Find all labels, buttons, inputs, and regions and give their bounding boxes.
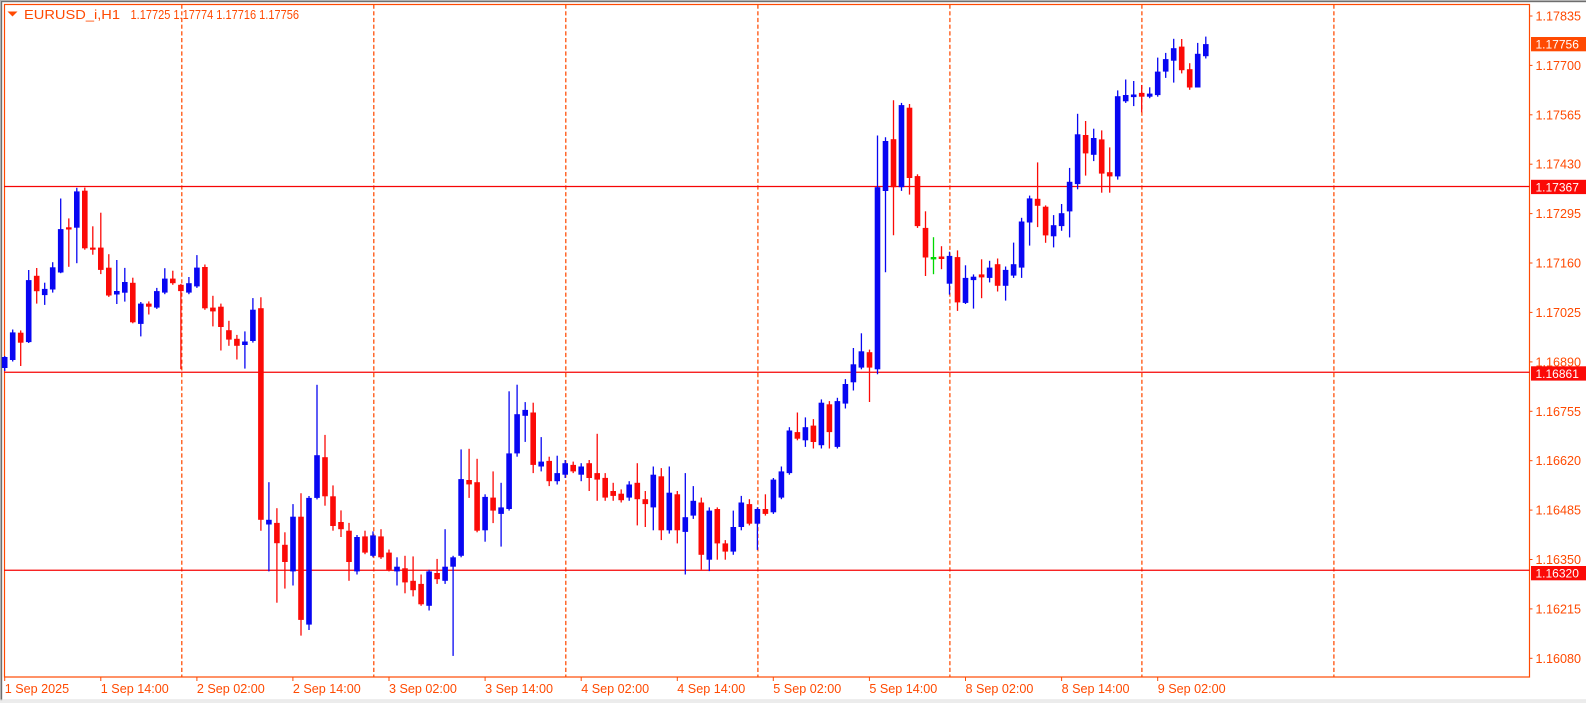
svg-text:EURUSD_i,H1: EURUSD_i,H1: [24, 7, 120, 22]
svg-text:1.17700: 1.17700: [1536, 59, 1582, 73]
svg-text:1 Sep 2025: 1 Sep 2025: [5, 682, 69, 696]
svg-text:3 Sep 02:00: 3 Sep 02:00: [389, 682, 457, 696]
svg-text:2 Sep 14:00: 2 Sep 14:00: [293, 682, 361, 696]
svg-text:1 Sep 14:00: 1 Sep 14:00: [101, 682, 169, 696]
svg-text:1.17835: 1.17835: [1536, 10, 1582, 24]
svg-text:9 Sep 02:00: 9 Sep 02:00: [1158, 682, 1226, 696]
svg-text:1.17430: 1.17430: [1536, 158, 1582, 172]
svg-text:1.16755: 1.16755: [1536, 405, 1582, 419]
svg-text:1.17756: 1.17756: [1536, 38, 1580, 52]
svg-text:1.16215: 1.16215: [1536, 602, 1582, 616]
svg-text:4 Sep 02:00: 4 Sep 02:00: [581, 682, 649, 696]
svg-text:1.17025: 1.17025: [1536, 306, 1582, 320]
svg-text:5 Sep 14:00: 5 Sep 14:00: [869, 682, 937, 696]
svg-text:1.16350: 1.16350: [1536, 553, 1582, 567]
svg-text:2 Sep 02:00: 2 Sep 02:00: [197, 682, 265, 696]
svg-text:1.17160: 1.17160: [1536, 257, 1582, 271]
svg-text:5 Sep 02:00: 5 Sep 02:00: [773, 682, 841, 696]
svg-text:1.16620: 1.16620: [1536, 454, 1582, 468]
svg-text:1.16890: 1.16890: [1536, 355, 1582, 369]
svg-text:1.17565: 1.17565: [1536, 108, 1582, 122]
svg-text:1.17295: 1.17295: [1536, 207, 1582, 221]
svg-text:1.17725 1.17774 1.17716 1.1775: 1.17725 1.17774 1.17716 1.17756: [131, 7, 300, 22]
svg-text:1.16320: 1.16320: [1536, 567, 1580, 581]
svg-text:8 Sep 02:00: 8 Sep 02:00: [966, 682, 1034, 696]
svg-text:4 Sep 14:00: 4 Sep 14:00: [677, 682, 745, 696]
svg-text:1.16861: 1.16861: [1536, 367, 1580, 381]
svg-text:3 Sep 14:00: 3 Sep 14:00: [485, 682, 553, 696]
svg-text:1.16485: 1.16485: [1536, 504, 1582, 518]
svg-text:1.16080: 1.16080: [1536, 652, 1582, 666]
svg-text:1.17367: 1.17367: [1536, 180, 1580, 194]
svg-text:8 Sep 14:00: 8 Sep 14:00: [1062, 682, 1130, 696]
